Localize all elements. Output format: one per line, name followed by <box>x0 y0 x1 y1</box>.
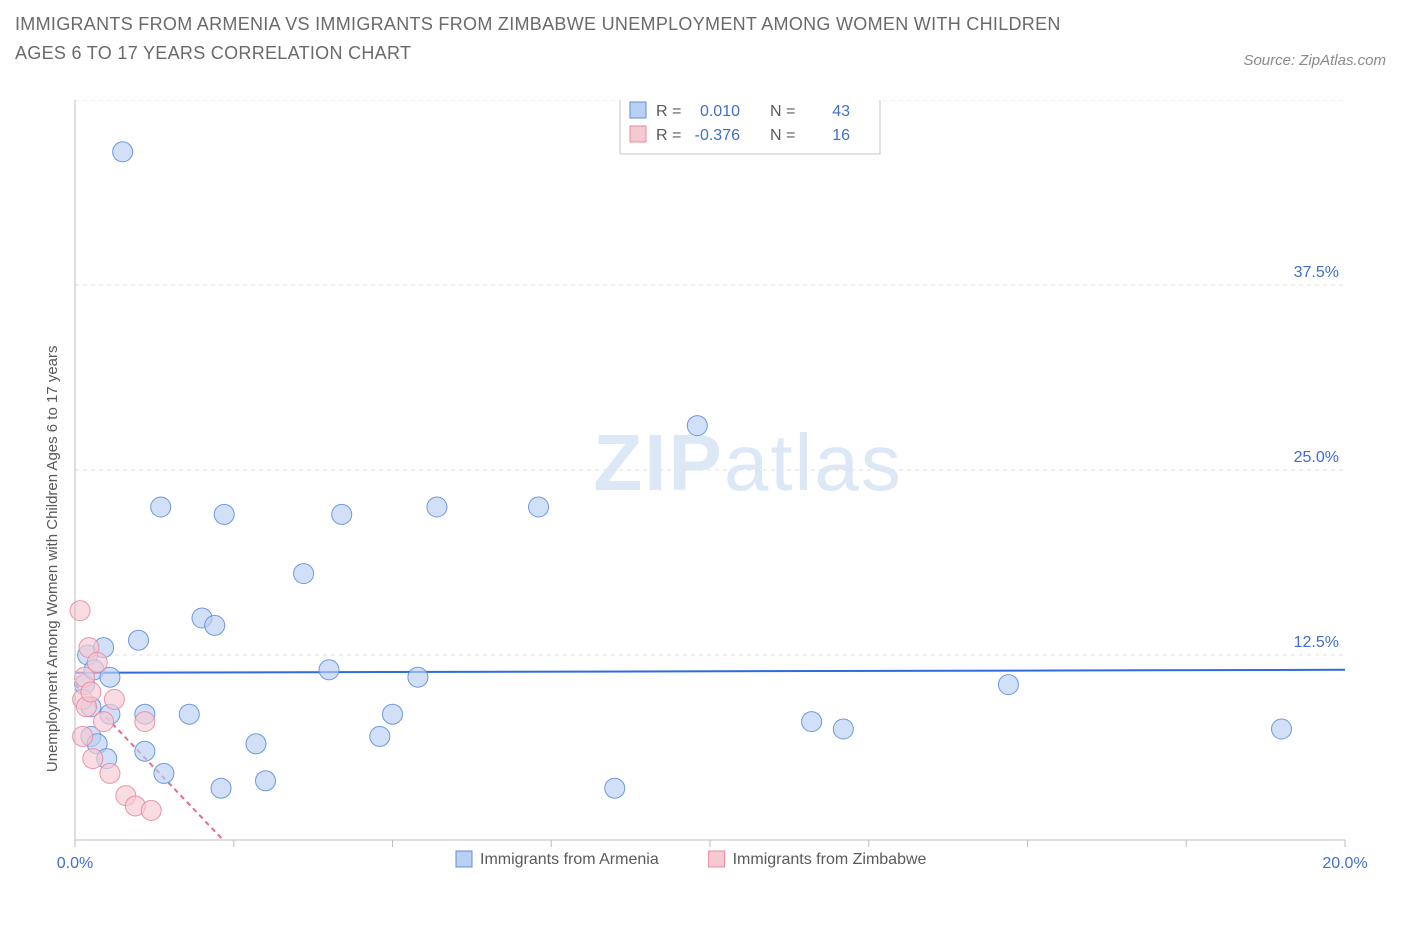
stats-r-label: R = <box>656 103 681 120</box>
stats-swatch <box>630 126 646 142</box>
data-point <box>211 778 231 798</box>
scatter-chart: 12.5%25.0%37.5%50.0%ZIPatlas0.0%20.0%Une… <box>45 100 1385 900</box>
data-point <box>605 778 625 798</box>
chart-title: IMMIGRANTS FROM ARMENIA VS IMMIGRANTS FR… <box>15 10 1115 68</box>
data-point <box>214 504 234 524</box>
y-tick-label: 25.0% <box>1294 449 1339 466</box>
data-point <box>135 741 155 761</box>
stats-r-label: R = <box>656 127 681 144</box>
data-point <box>319 660 339 680</box>
stats-r-value: 0.010 <box>700 103 740 120</box>
data-point <box>179 704 199 724</box>
stats-r-value: -0.376 <box>695 127 740 144</box>
data-point <box>246 734 266 754</box>
data-point <box>113 142 133 162</box>
data-point <box>87 652 107 672</box>
data-point <box>802 712 822 732</box>
data-point <box>833 719 853 739</box>
watermark: ZIPatlas <box>593 418 902 507</box>
data-point <box>73 726 93 746</box>
data-point <box>370 726 390 746</box>
stats-n-label: N = <box>770 127 795 144</box>
data-point <box>205 615 225 635</box>
y-axis-title: Unemployment Among Women with Children A… <box>45 345 61 772</box>
data-point <box>294 564 314 584</box>
legend-label: Immigrants from Armenia <box>480 851 659 868</box>
stats-n-value: 16 <box>832 127 850 144</box>
y-tick-label: 37.5% <box>1294 264 1339 281</box>
legend-swatch <box>709 851 725 867</box>
data-point <box>151 497 171 517</box>
data-point <box>129 630 149 650</box>
chart-container: 12.5%25.0%37.5%50.0%ZIPatlas0.0%20.0%Une… <box>45 100 1385 880</box>
data-point <box>154 763 174 783</box>
data-point <box>256 771 276 791</box>
data-point <box>100 763 120 783</box>
data-point <box>141 800 161 820</box>
data-point <box>529 497 549 517</box>
data-point <box>687 416 707 436</box>
data-point <box>70 601 90 621</box>
data-point <box>1272 719 1292 739</box>
legend-label: Immigrants from Zimbabwe <box>733 851 927 868</box>
data-point <box>81 682 101 702</box>
data-point <box>383 704 403 724</box>
y-tick-label: 12.5% <box>1294 634 1339 651</box>
data-point <box>104 689 124 709</box>
data-point <box>998 675 1018 695</box>
stats-n-value: 43 <box>832 103 850 120</box>
data-point <box>94 712 114 732</box>
x-tick-label: 0.0% <box>57 855 93 872</box>
data-point <box>408 667 428 687</box>
stats-n-label: N = <box>770 103 795 120</box>
x-tick-label: 20.0% <box>1322 855 1367 872</box>
data-point <box>332 504 352 524</box>
trend-line <box>75 670 1345 673</box>
stats-swatch <box>630 102 646 118</box>
source-attribution: Source: ZipAtlas.com <box>1243 52 1386 69</box>
data-point <box>427 497 447 517</box>
data-point <box>83 749 103 769</box>
legend-swatch <box>456 851 472 867</box>
data-point <box>135 712 155 732</box>
